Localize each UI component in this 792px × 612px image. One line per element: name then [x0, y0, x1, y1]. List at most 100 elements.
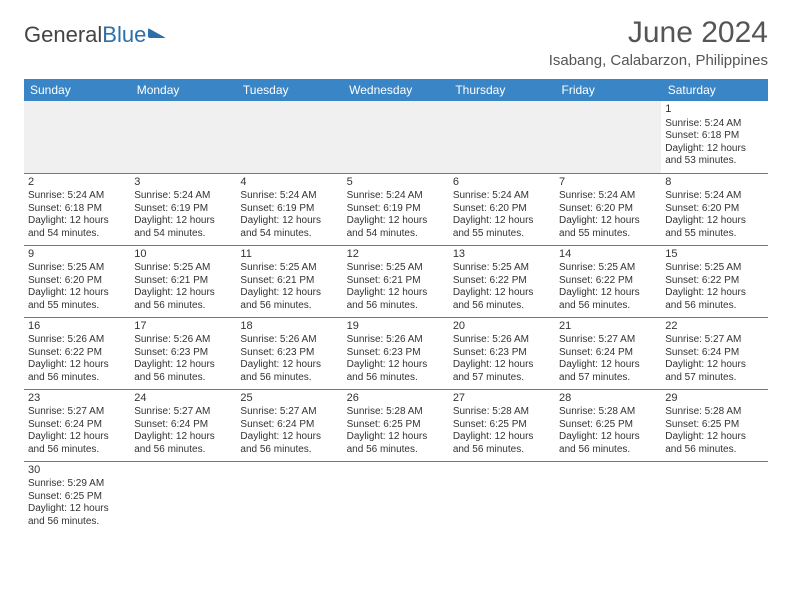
daylight-line: Daylight: 12 hours and 57 minutes.	[665, 359, 763, 384]
sunrise-line: Sunrise: 5:24 AM	[665, 118, 763, 131]
daylight-line: Daylight: 12 hours and 56 minutes.	[240, 287, 338, 312]
weekday-header-row: Sunday Monday Tuesday Wednesday Thursday…	[24, 79, 768, 101]
day-number: 3	[134, 176, 232, 190]
calendar-cell: 16Sunrise: 5:26 AMSunset: 6:22 PMDayligh…	[24, 317, 130, 389]
sunset-line: Sunset: 6:20 PM	[453, 203, 551, 216]
daylight-line: Daylight: 12 hours and 56 minutes.	[559, 431, 657, 456]
sunrise-line: Sunrise: 5:27 AM	[134, 406, 232, 419]
sunrise-line: Sunrise: 5:25 AM	[28, 262, 126, 275]
sunrise-line: Sunrise: 5:25 AM	[665, 262, 763, 275]
sunset-line: Sunset: 6:24 PM	[240, 419, 338, 432]
day-number: 1	[665, 103, 763, 117]
sunset-line: Sunset: 6:24 PM	[134, 419, 232, 432]
calendar-cell	[236, 101, 342, 173]
sunset-line: Sunset: 6:19 PM	[240, 203, 338, 216]
calendar-cell: 27Sunrise: 5:28 AMSunset: 6:25 PMDayligh…	[449, 389, 555, 461]
day-number: 11	[240, 248, 338, 262]
sunset-line: Sunset: 6:23 PM	[347, 347, 445, 360]
calendar-row: 23Sunrise: 5:27 AMSunset: 6:24 PMDayligh…	[24, 389, 768, 461]
calendar-cell: 9Sunrise: 5:25 AMSunset: 6:20 PMDaylight…	[24, 245, 130, 317]
daylight-line: Daylight: 12 hours and 56 minutes.	[28, 359, 126, 384]
day-number: 10	[134, 248, 232, 262]
sunrise-line: Sunrise: 5:24 AM	[28, 190, 126, 203]
sunrise-line: Sunrise: 5:24 AM	[665, 190, 763, 203]
day-number: 27	[453, 392, 551, 406]
calendar-cell	[555, 101, 661, 173]
calendar-cell: 5Sunrise: 5:24 AMSunset: 6:19 PMDaylight…	[343, 173, 449, 245]
sunset-line: Sunset: 6:24 PM	[559, 347, 657, 360]
sunrise-line: Sunrise: 5:27 AM	[665, 334, 763, 347]
day-number: 25	[240, 392, 338, 406]
daylight-line: Daylight: 12 hours and 56 minutes.	[28, 431, 126, 456]
sunrise-line: Sunrise: 5:24 AM	[559, 190, 657, 203]
daylight-line: Daylight: 12 hours and 56 minutes.	[665, 287, 763, 312]
calendar-cell: 13Sunrise: 5:25 AMSunset: 6:22 PMDayligh…	[449, 245, 555, 317]
brand-part2: Blue	[102, 22, 146, 48]
sunrise-line: Sunrise: 5:26 AM	[240, 334, 338, 347]
day-number: 18	[240, 320, 338, 334]
daylight-line: Daylight: 12 hours and 56 minutes.	[665, 431, 763, 456]
daylight-line: Daylight: 12 hours and 54 minutes.	[28, 215, 126, 240]
sunset-line: Sunset: 6:22 PM	[665, 275, 763, 288]
daylight-line: Daylight: 12 hours and 56 minutes.	[453, 431, 551, 456]
sunset-line: Sunset: 6:18 PM	[28, 203, 126, 216]
sunrise-line: Sunrise: 5:24 AM	[453, 190, 551, 203]
sunset-line: Sunset: 6:21 PM	[134, 275, 232, 288]
sunset-line: Sunset: 6:22 PM	[28, 347, 126, 360]
sunrise-line: Sunrise: 5:26 AM	[28, 334, 126, 347]
sunset-line: Sunset: 6:19 PM	[347, 203, 445, 216]
calendar-cell: 2Sunrise: 5:24 AMSunset: 6:18 PMDaylight…	[24, 173, 130, 245]
sunset-line: Sunset: 6:22 PM	[559, 275, 657, 288]
sunset-line: Sunset: 6:22 PM	[453, 275, 551, 288]
daylight-line: Daylight: 12 hours and 56 minutes.	[240, 431, 338, 456]
calendar-cell: 4Sunrise: 5:24 AMSunset: 6:19 PMDaylight…	[236, 173, 342, 245]
sunset-line: Sunset: 6:24 PM	[665, 347, 763, 360]
day-number: 24	[134, 392, 232, 406]
daylight-line: Daylight: 12 hours and 55 minutes.	[665, 215, 763, 240]
sunset-line: Sunset: 6:19 PM	[134, 203, 232, 216]
day-number: 2	[28, 176, 126, 190]
calendar-cell: 22Sunrise: 5:27 AMSunset: 6:24 PMDayligh…	[661, 317, 767, 389]
day-number: 30	[28, 464, 126, 478]
sunset-line: Sunset: 6:23 PM	[453, 347, 551, 360]
calendar-row: 9Sunrise: 5:25 AMSunset: 6:20 PMDaylight…	[24, 245, 768, 317]
calendar-cell: 3Sunrise: 5:24 AMSunset: 6:19 PMDaylight…	[130, 173, 236, 245]
calendar-cell: 30Sunrise: 5:29 AMSunset: 6:25 PMDayligh…	[24, 461, 130, 533]
sunrise-line: Sunrise: 5:26 AM	[347, 334, 445, 347]
calendar-row: 30Sunrise: 5:29 AMSunset: 6:25 PMDayligh…	[24, 461, 768, 533]
sunrise-line: Sunrise: 5:28 AM	[665, 406, 763, 419]
sunset-line: Sunset: 6:25 PM	[347, 419, 445, 432]
day-number: 14	[559, 248, 657, 262]
daylight-line: Daylight: 12 hours and 56 minutes.	[347, 359, 445, 384]
sunset-line: Sunset: 6:25 PM	[453, 419, 551, 432]
sunset-line: Sunset: 6:25 PM	[665, 419, 763, 432]
calendar-cell	[343, 461, 449, 533]
calendar-cell: 7Sunrise: 5:24 AMSunset: 6:20 PMDaylight…	[555, 173, 661, 245]
day-number: 9	[28, 248, 126, 262]
weekday-header: Sunday	[24, 79, 130, 101]
daylight-line: Daylight: 12 hours and 54 minutes.	[134, 215, 232, 240]
daylight-line: Daylight: 12 hours and 54 minutes.	[347, 215, 445, 240]
calendar-cell	[236, 461, 342, 533]
sunrise-line: Sunrise: 5:27 AM	[559, 334, 657, 347]
calendar-cell: 20Sunrise: 5:26 AMSunset: 6:23 PMDayligh…	[449, 317, 555, 389]
daylight-line: Daylight: 12 hours and 56 minutes.	[347, 431, 445, 456]
sunrise-line: Sunrise: 5:24 AM	[240, 190, 338, 203]
sunrise-line: Sunrise: 5:25 AM	[134, 262, 232, 275]
calendar-cell: 25Sunrise: 5:27 AMSunset: 6:24 PMDayligh…	[236, 389, 342, 461]
daylight-line: Daylight: 12 hours and 57 minutes.	[453, 359, 551, 384]
calendar-cell	[449, 461, 555, 533]
calendar-cell	[449, 101, 555, 173]
daylight-line: Daylight: 12 hours and 56 minutes.	[134, 359, 232, 384]
calendar-cell	[130, 461, 236, 533]
calendar-cell: 8Sunrise: 5:24 AMSunset: 6:20 PMDaylight…	[661, 173, 767, 245]
calendar-cell: 19Sunrise: 5:26 AMSunset: 6:23 PMDayligh…	[343, 317, 449, 389]
day-number: 17	[134, 320, 232, 334]
sunrise-line: Sunrise: 5:25 AM	[453, 262, 551, 275]
calendar-cell: 18Sunrise: 5:26 AMSunset: 6:23 PMDayligh…	[236, 317, 342, 389]
calendar-row: 16Sunrise: 5:26 AMSunset: 6:22 PMDayligh…	[24, 317, 768, 389]
calendar-cell: 6Sunrise: 5:24 AMSunset: 6:20 PMDaylight…	[449, 173, 555, 245]
weekday-header: Tuesday	[236, 79, 342, 101]
header: GeneralBlue June 2024 Isabang, Calabarzo…	[24, 16, 768, 69]
weekday-header: Saturday	[661, 79, 767, 101]
